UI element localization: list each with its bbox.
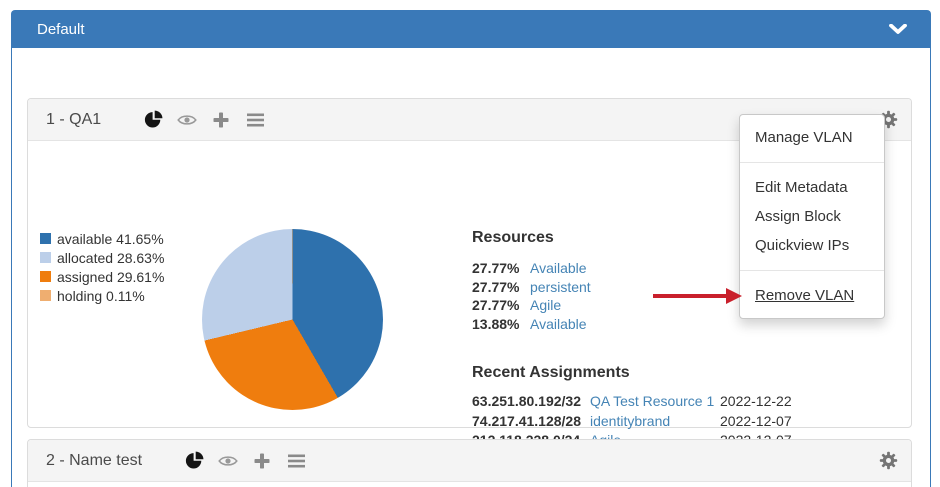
list-view-icon[interactable] (286, 451, 306, 471)
vlan-panel-name-test: 2 - Name test (27, 439, 912, 487)
assignment-date: 2022-12-07 (720, 412, 792, 429)
resource-item: 27.77% Available (472, 260, 591, 279)
add-plus-icon[interactable] (211, 110, 231, 130)
eye-view-icon[interactable] (218, 451, 238, 471)
vlan-panel-title: 1 - QA1 (46, 110, 102, 128)
legend-swatch (40, 252, 51, 263)
list-view-icon[interactable] (245, 110, 265, 130)
resource-percent: 13.88% (472, 315, 520, 332)
assignment-resource-link[interactable]: QA Test Resource 1 (590, 393, 715, 409)
legend-swatch (40, 271, 51, 282)
accordion-header-default[interactable]: Default (11, 10, 931, 48)
recent-assignments-heading: Recent Assignments (472, 364, 630, 381)
red-arrow-annotation (653, 294, 728, 298)
menu-item-assign-block[interactable]: Assign Block (755, 208, 841, 225)
resources-list: 27.77% Available 27.77% persistent 27.77… (472, 260, 591, 334)
view-toggle-icons (184, 451, 306, 471)
assignment-resource-link[interactable]: identitybrand (590, 412, 671, 429)
assignment-date: 2022-12-22 (720, 393, 792, 409)
legend-label: available 41.65% (57, 230, 164, 247)
legend-item: available 41.65% (40, 229, 164, 248)
add-plus-icon[interactable] (252, 451, 272, 471)
vlan-panel-qa1-body: available 41.65% allocated 28.63% assign… (28, 141, 911, 448)
legend-swatch (40, 290, 51, 301)
legend-item: holding 0.11% (40, 286, 164, 305)
assignment-cidr: 63.251.80.192/32 (472, 393, 581, 409)
gear-icon[interactable] (878, 451, 898, 471)
menu-item-quickview-ips[interactable]: Quickview IPs (755, 237, 850, 254)
resource-link[interactable]: Available (530, 315, 587, 332)
menu-item-edit-metadata[interactable]: Edit Metadata (755, 179, 848, 196)
legend-swatch (40, 233, 51, 244)
menu-item-remove-vlan[interactable]: Remove VLAN (755, 287, 855, 304)
view-toggle-icons (143, 110, 265, 130)
vlan-panel-name-test-heading: 2 - Name test (28, 440, 911, 482)
pie-chart-view-icon[interactable] (143, 110, 163, 130)
menu-divider (740, 162, 884, 163)
legend-item: allocated 28.63% (40, 248, 164, 267)
resource-link[interactable]: Agile (530, 297, 562, 313)
chevron-down-icon[interactable] (889, 23, 907, 35)
eye-view-icon[interactable] (177, 110, 197, 130)
resource-link[interactable]: Available (530, 260, 587, 276)
gear-dropdown-menu: Manage VLAN Edit Metadata Assign Block Q… (739, 114, 885, 319)
pie-chart (202, 229, 383, 410)
menu-divider (740, 270, 884, 271)
resource-item: 13.88% Available (472, 316, 591, 335)
resource-percent: 27.77% (472, 278, 520, 295)
resource-percent: 27.77% (472, 260, 520, 276)
resource-item: 27.77% persistent (472, 279, 591, 298)
legend-label: allocated 28.63% (57, 249, 165, 266)
assignment-row: 74.217.41.128/28 identitybrand 2022-12-0… (472, 413, 792, 433)
resource-percent: 27.77% (472, 297, 520, 313)
legend-item: assigned 29.61% (40, 267, 164, 286)
pie-chart-view-icon[interactable] (184, 451, 204, 471)
accordion-title: Default (37, 20, 85, 38)
pie-legend: available 41.65% allocated 28.63% assign… (40, 229, 164, 305)
resources-heading: Resources (472, 229, 554, 246)
legend-label: assigned 29.61% (57, 268, 165, 285)
assignment-row: 63.251.80.192/32 QA Test Resource 1 2022… (472, 393, 792, 413)
resource-item: 27.77% Agile (472, 297, 591, 316)
legend-label: holding 0.11% (57, 287, 145, 304)
red-arrow-head (726, 288, 742, 304)
vlan-panel-title: 2 - Name test (46, 451, 143, 469)
resource-link[interactable]: persistent (530, 278, 591, 295)
menu-item-manage-vlan[interactable]: Manage VLAN (755, 129, 853, 146)
assignment-cidr: 74.217.41.128/28 (472, 412, 581, 429)
